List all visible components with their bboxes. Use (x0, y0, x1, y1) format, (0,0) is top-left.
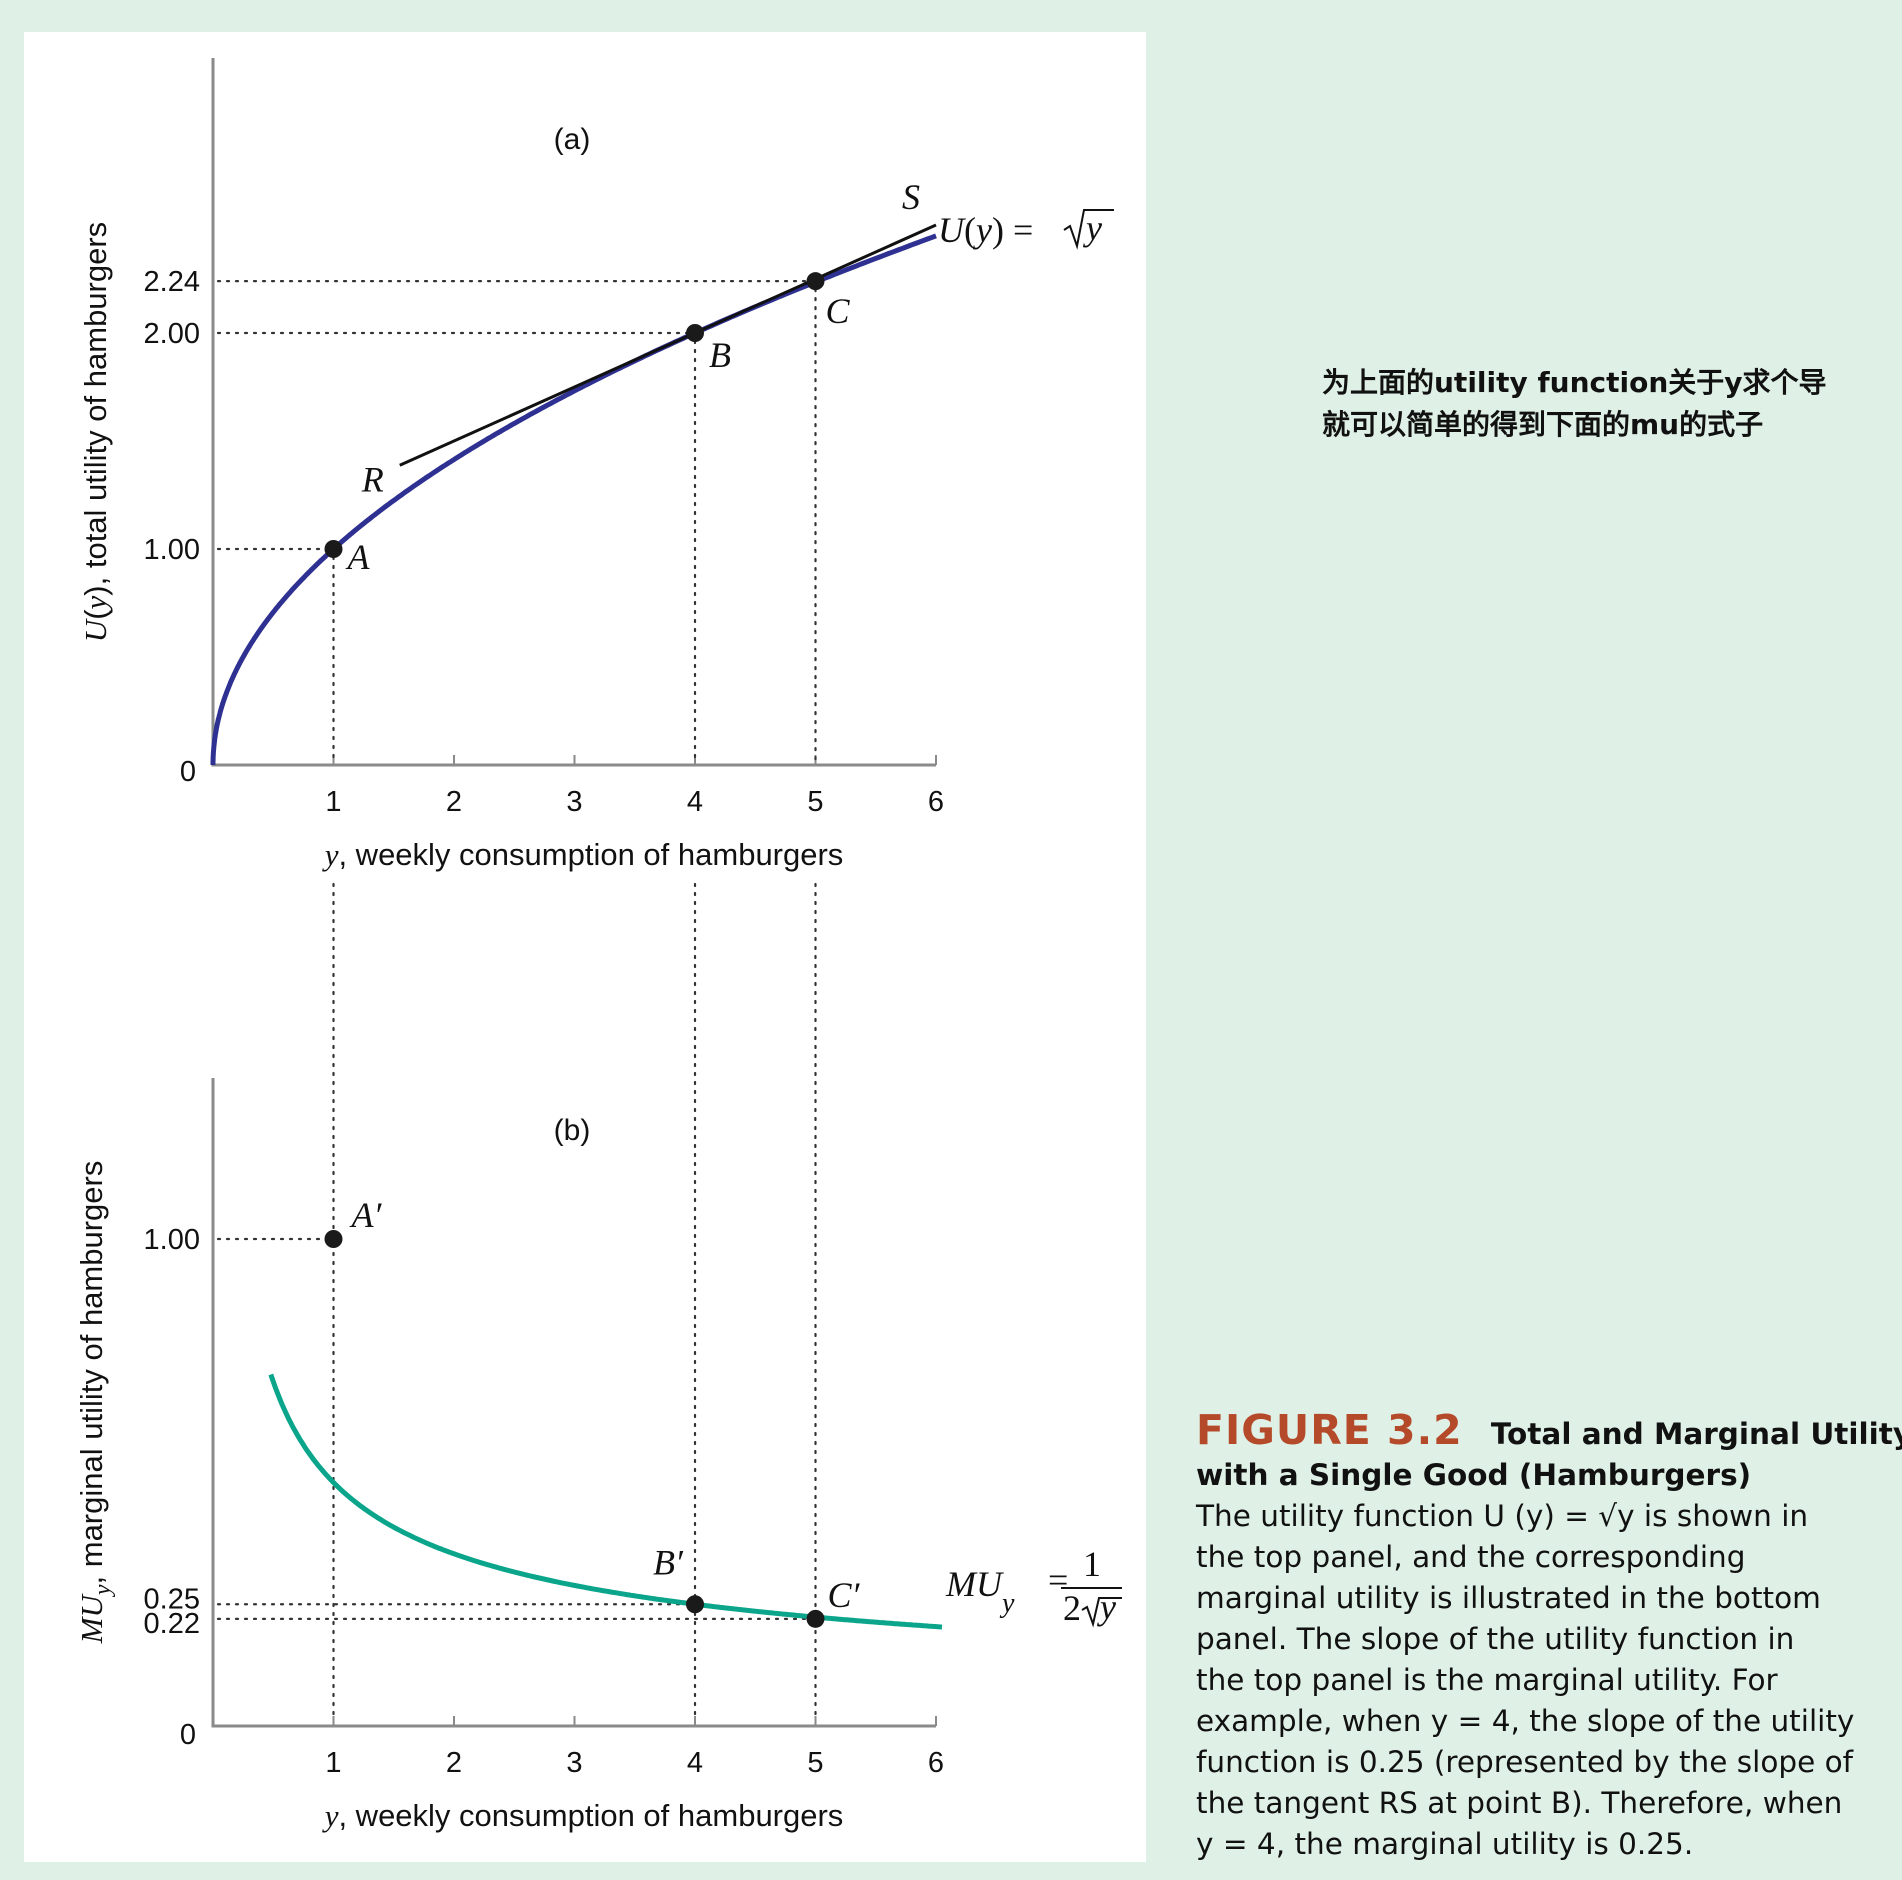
figure-number: FIGURE 3.2 (1196, 1406, 1463, 1454)
tangent-label-s: S (902, 177, 920, 217)
bottom-y-tick-label: 0.22 (144, 1608, 200, 1640)
note-line-1: 为上面的utility function关于y求个导 (1322, 366, 1827, 399)
bottom-y-axis-title: MUy, marginal utility of hamburgers (74, 1161, 116, 1645)
point-a-prime (324, 1230, 343, 1248)
caption-line: the top panel, and the corresponding (1196, 1540, 1746, 1574)
top-x-axis-title: y, weekly consumption of hamburgers (322, 837, 844, 872)
top-axes (211, 58, 936, 767)
figure-title-line-2: with a Single Good (Hamburgers) (1196, 1458, 1752, 1492)
bottom-axes (211, 1078, 936, 1728)
bottom-x-tick-label: 3 (566, 1747, 582, 1779)
bottom-x-tick-label: 5 (807, 1747, 823, 1779)
marginal-utility-equation: MUy = 12 y (945, 1544, 1122, 1628)
top-y-axis-title: U(y), total utility of hamburgers (78, 222, 113, 642)
mu-denominator: 2 (1063, 1588, 1081, 1628)
figure-panel: 1 2 3 4 5 6 0 1.00 2.00 2.24 R S A B C (a) U(y) = y U(y),… (24, 32, 1146, 1862)
bottom-y-tick-label: 0.25 (144, 1583, 200, 1615)
point-c-prime (806, 1609, 825, 1628)
point-label: C (826, 291, 851, 331)
tangent-line-rs (399, 223, 937, 467)
mu-equation-text: MUy (945, 1564, 1015, 1619)
caption-line: y = 4, the marginal utility is 0.25. (1196, 1827, 1694, 1861)
top-origin-label: 0 (180, 756, 196, 788)
point-c (806, 272, 825, 291)
caption-line: function is 0.25 (represented by the slo… (1196, 1745, 1854, 1779)
mu-radicand: y (1097, 1587, 1116, 1627)
caption-line: the tangent RS at point B). Therefore, w… (1196, 1786, 1843, 1820)
bottom-x-tick-label: 6 (928, 1747, 944, 1779)
note-line-2: 就可以简单的得到下面的mu的式子 (1322, 408, 1764, 441)
caption-heading: FIGURE 3.2 Total and Marginal Utility (1196, 1410, 1902, 1455)
utility-equation: U(y) = y (938, 208, 1114, 250)
top-y-tick-label: 2.00 (144, 318, 200, 350)
caption-line: example, when y = 4, the slope of the ut… (1196, 1704, 1855, 1738)
figure-title-line-1: Total and Marginal Utility (1490, 1417, 1902, 1451)
caption-line: the top panel is the marginal utility. F… (1196, 1663, 1778, 1697)
point-label: C′ (828, 1575, 861, 1615)
caption-line: marginal utility is illustrated in the b… (1196, 1581, 1821, 1615)
top-y-tick-label: 2.24 (144, 266, 200, 298)
top-x-tick-label: 6 (928, 786, 944, 818)
point-label: A′ (350, 1195, 383, 1235)
equation-radicand: y (1083, 208, 1102, 248)
tangent-label-r: R (361, 459, 384, 499)
bottom-origin-label: 0 (180, 1719, 196, 1751)
bottom-x-tick-label: 2 (446, 1747, 462, 1779)
point-label: B (709, 335, 731, 375)
top-x-tick-label: 5 (807, 786, 823, 818)
bottom-x-tick-label: 4 (687, 1747, 703, 1779)
annotation-note: 为上面的utility function关于y求个导 就可以简单的得到下面的mu… (1322, 362, 1882, 446)
top-x-tick-label: 1 (325, 786, 341, 818)
top-x-tick-label: 2 (446, 786, 462, 818)
bottom-x-axis-title: y, weekly consumption of hamburgers (322, 1798, 844, 1833)
sqrt-sign (1063, 209, 1114, 250)
equation-text: U(y) = (938, 210, 1033, 250)
caption-line: The utility function U (y) = √y is shown… (1196, 1499, 1809, 1533)
panel-label-b: (b) (554, 1114, 591, 1147)
point-b-prime (686, 1595, 704, 1614)
figure-caption: FIGURE 3.2 Total and Marginal Utility wi… (1196, 1410, 1902, 1865)
bottom-x-tick-label: 1 (325, 1747, 341, 1779)
point-a (324, 540, 343, 558)
bottom-y-tick-label: 1.00 (144, 1224, 200, 1256)
top-x-tick-label: 4 (687, 786, 703, 818)
mu-equals: = (1048, 1560, 1068, 1600)
marginal-utility-curve (268, 1373, 943, 1630)
top-x-tick-label: 3 (566, 786, 582, 818)
panel-label-a: (a) (554, 123, 591, 156)
sqrt-sign (1081, 1597, 1122, 1628)
top-y-tick-label: 1.00 (144, 534, 200, 566)
mu-numerator: 1 (1083, 1544, 1101, 1584)
point-label: A (346, 537, 371, 577)
caption-line: panel. The slope of the utility function… (1196, 1622, 1795, 1656)
point-label: B′ (653, 1542, 684, 1582)
point-b (686, 324, 704, 342)
